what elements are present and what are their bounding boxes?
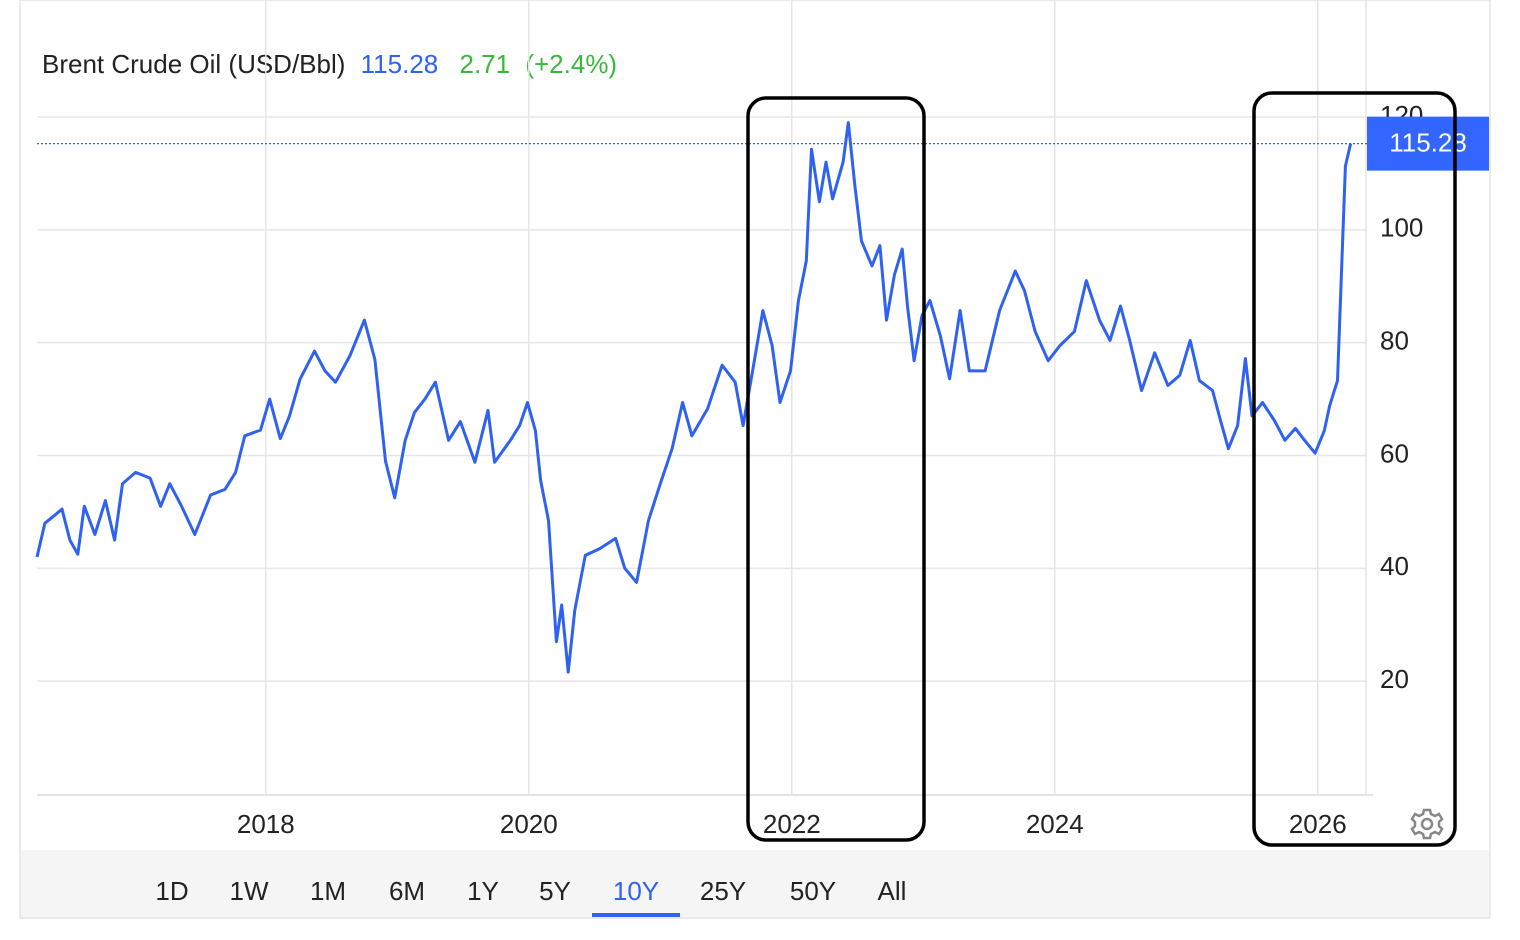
range-button[interactable]: 1D bbox=[155, 876, 188, 906]
y-tick-label: 80 bbox=[1380, 326, 1409, 356]
chart-title: Brent Crude Oil (USD/Bbl) bbox=[42, 49, 345, 79]
y-tick-label: 20 bbox=[1380, 664, 1409, 694]
x-tick-label: 2024 bbox=[1026, 809, 1084, 839]
panel bbox=[19, 0, 1491, 919]
price: 115.28 bbox=[361, 49, 439, 79]
last-value-tag bbox=[1367, 116, 1489, 171]
change: 2.71 bbox=[459, 49, 510, 79]
range-button[interactable]: 1Y bbox=[467, 876, 499, 906]
settings-icon[interactable] bbox=[1410, 808, 1444, 840]
range-button[interactable]: 10Y bbox=[613, 876, 659, 906]
y-tick-label: 60 bbox=[1380, 438, 1409, 468]
range-bar bbox=[21, 850, 1489, 917]
y-tick-label: 100 bbox=[1380, 213, 1423, 243]
range-button[interactable]: 1W bbox=[230, 876, 269, 906]
highlight-box bbox=[1252, 91, 1457, 847]
x-tick-label: 2018 bbox=[237, 809, 295, 839]
y-tick-label: 40 bbox=[1380, 551, 1409, 581]
range-button[interactable]: 6M bbox=[389, 876, 425, 906]
range-button[interactable]: 5Y bbox=[539, 876, 571, 906]
x-tick-label: 2026 bbox=[1289, 809, 1347, 839]
range-button[interactable]: 1M bbox=[310, 876, 346, 906]
change-pct: (+2.4%) bbox=[525, 49, 617, 79]
range-button[interactable]: All bbox=[878, 876, 907, 906]
x-tick-label: 2022 bbox=[763, 809, 821, 839]
price-line bbox=[35, 121, 1353, 674]
range-button[interactable]: 50Y bbox=[790, 876, 836, 906]
header: Brent Crude Oil (USD/Bbl) 115.28 2.71 (+… bbox=[42, 49, 617, 79]
highlight-box bbox=[746, 96, 926, 842]
range-underline bbox=[592, 913, 680, 917]
x-tick-label: 2020 bbox=[500, 809, 558, 839]
range-button[interactable]: 25Y bbox=[700, 876, 746, 906]
